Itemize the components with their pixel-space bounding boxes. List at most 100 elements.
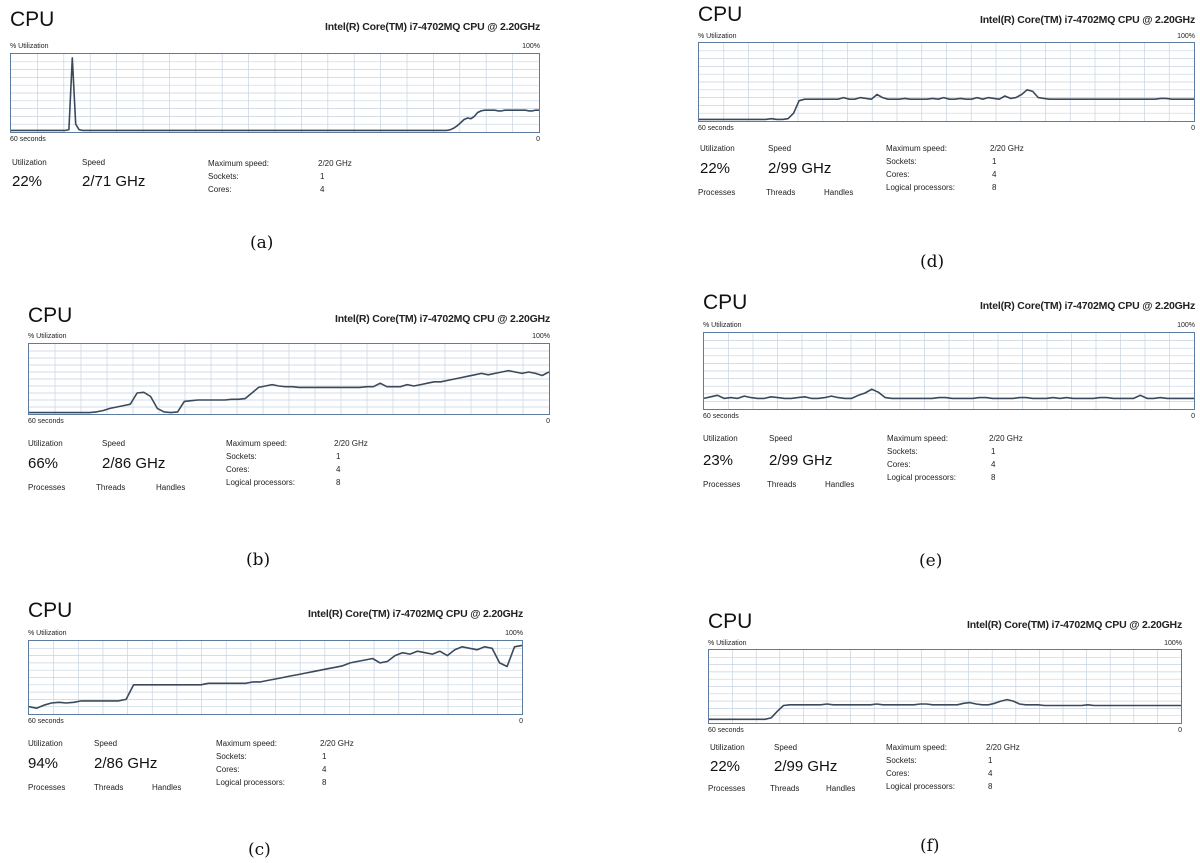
- logical-processors-label: Logical processors:: [226, 478, 295, 487]
- sockets-label: Sockets:: [886, 756, 917, 765]
- panel-d: CPU Intel(R) Core(TM) i7-4702MQ CPU @ 2.…: [698, 4, 1195, 276]
- threads-label: Threads: [767, 480, 797, 489]
- sockets-label: Sockets:: [226, 452, 257, 461]
- logical-processors-label: Logical processors:: [887, 473, 956, 482]
- max-speed-label: Maximum speed:: [208, 159, 269, 168]
- processor-name: Intel(R) Core(TM) i7-4702MQ CPU @ 2.20GH…: [308, 608, 523, 620]
- time-window-label: 60 seconds: [698, 125, 734, 132]
- logical-processors-label: Logical processors:: [216, 778, 285, 787]
- max-percent-label: 100%: [1177, 33, 1195, 40]
- utilization-axis-label: % Utilization: [708, 640, 747, 647]
- utilization-axis-label: % Utilization: [703, 322, 742, 329]
- handles-label: Handles: [824, 188, 854, 197]
- max-speed-label: Maximum speed:: [887, 434, 948, 443]
- speed-value: 2/99 GHz: [769, 452, 833, 469]
- max-percent-label: 100%: [1164, 640, 1182, 647]
- handles-label: Handles: [825, 480, 855, 489]
- cores-value: 4: [320, 185, 325, 194]
- utilization-value: 22%: [710, 758, 741, 775]
- graph-canvas: [11, 54, 539, 132]
- max-speed-value: 2/20 GHz: [334, 439, 368, 448]
- sockets-value: 1: [336, 452, 341, 461]
- panel-e: CPU Intel(R) Core(TM) i7-4702MQ CPU @ 2.…: [703, 292, 1195, 572]
- time-window-label: 60 seconds: [703, 413, 739, 420]
- sockets-value: 1: [320, 172, 325, 181]
- speed-value: 2/71 GHz: [82, 173, 146, 190]
- max-speed-value: 2/20 GHz: [989, 434, 1023, 443]
- processor-name: Intel(R) Core(TM) i7-4702MQ CPU @ 2.20GH…: [980, 14, 1195, 26]
- threads-label: Threads: [94, 783, 124, 792]
- cores-label: Cores:: [208, 185, 232, 194]
- utilization-series-line: [709, 698, 1181, 721]
- sockets-label: Sockets:: [216, 752, 247, 761]
- handles-label: Handles: [826, 784, 856, 793]
- panel-c: CPU Intel(R) Core(TM) i7-4702MQ CPU @ 2.…: [28, 600, 523, 862]
- cpu-utilization-graph: [708, 649, 1182, 724]
- time-window-label: 60 seconds: [28, 418, 64, 425]
- utilization-value: 22%: [12, 173, 43, 190]
- handles-label: Handles: [152, 783, 182, 792]
- time-window-label: 60 seconds: [28, 718, 64, 725]
- cores-value: 4: [336, 465, 341, 474]
- cores-value: 4: [992, 170, 997, 179]
- sockets-label: Sockets:: [208, 172, 239, 181]
- sockets-label: Sockets:: [886, 157, 917, 166]
- cpu-title: CPU: [28, 599, 73, 622]
- speed-value: 2/99 GHz: [768, 160, 832, 177]
- cpu-title: CPU: [703, 291, 748, 314]
- sockets-value: 1: [992, 157, 997, 166]
- utilization-axis-label: % Utilization: [698, 33, 737, 40]
- speed-label: Speed: [768, 144, 792, 153]
- cpu-utilization-graph: [28, 343, 550, 415]
- panel-caption: (f): [920, 836, 940, 856]
- cores-label: Cores:: [887, 460, 911, 469]
- max-percent-label: 100%: [505, 630, 523, 637]
- processes-label: Processes: [698, 188, 736, 197]
- utilization-label: Utilization: [12, 158, 47, 167]
- logical-processors-value: 8: [322, 778, 327, 787]
- speed-label: Speed: [769, 434, 793, 443]
- cpu-title: CPU: [10, 8, 55, 31]
- utilization-label: Utilization: [710, 743, 745, 752]
- utilization-series-line: [704, 388, 1194, 400]
- time-window-label: 60 seconds: [10, 136, 46, 143]
- speed-label: Speed: [774, 743, 798, 752]
- cores-label: Cores:: [216, 765, 240, 774]
- sockets-value: 1: [322, 752, 327, 761]
- graph-canvas: [29, 641, 522, 714]
- cores-value: 4: [322, 765, 327, 774]
- cores-label: Cores:: [886, 769, 910, 778]
- logical-processors-value: 8: [992, 183, 997, 192]
- zero-label: 0: [1178, 727, 1182, 734]
- speed-value: 2/86 GHz: [94, 755, 158, 772]
- processes-label: Processes: [28, 483, 66, 492]
- speed-value: 2/99 GHz: [774, 758, 838, 775]
- sockets-label: Sockets:: [887, 447, 918, 456]
- utilization-value: 23%: [703, 452, 734, 469]
- utilization-series-line: [29, 369, 549, 414]
- max-speed-value: 2/20 GHz: [318, 159, 352, 168]
- panel-caption: (c): [248, 840, 271, 860]
- panel-caption: (a): [250, 233, 274, 253]
- utilization-axis-label: % Utilization: [10, 43, 49, 50]
- panel-caption: (b): [246, 550, 271, 570]
- max-speed-value: 2/20 GHz: [990, 144, 1024, 153]
- speed-label: Speed: [94, 739, 118, 748]
- processes-label: Processes: [703, 480, 741, 489]
- utilization-series-line: [11, 57, 539, 132]
- utilization-label: Utilization: [700, 144, 735, 153]
- zero-label: 0: [546, 418, 550, 425]
- max-percent-label: 100%: [532, 333, 550, 340]
- cores-label: Cores:: [226, 465, 250, 474]
- cpu-utilization-graph: [10, 53, 540, 133]
- graph-canvas: [709, 650, 1181, 723]
- sockets-value: 1: [988, 756, 993, 765]
- utilization-label: Utilization: [28, 439, 63, 448]
- utilization-axis-label: % Utilization: [28, 333, 67, 340]
- panel-caption: (e): [919, 551, 943, 571]
- zero-label: 0: [1191, 125, 1195, 132]
- logical-processors-value: 8: [988, 782, 993, 791]
- utilization-value: 94%: [28, 755, 59, 772]
- cores-value: 4: [991, 460, 996, 469]
- logical-processors-label: Logical processors:: [886, 183, 955, 192]
